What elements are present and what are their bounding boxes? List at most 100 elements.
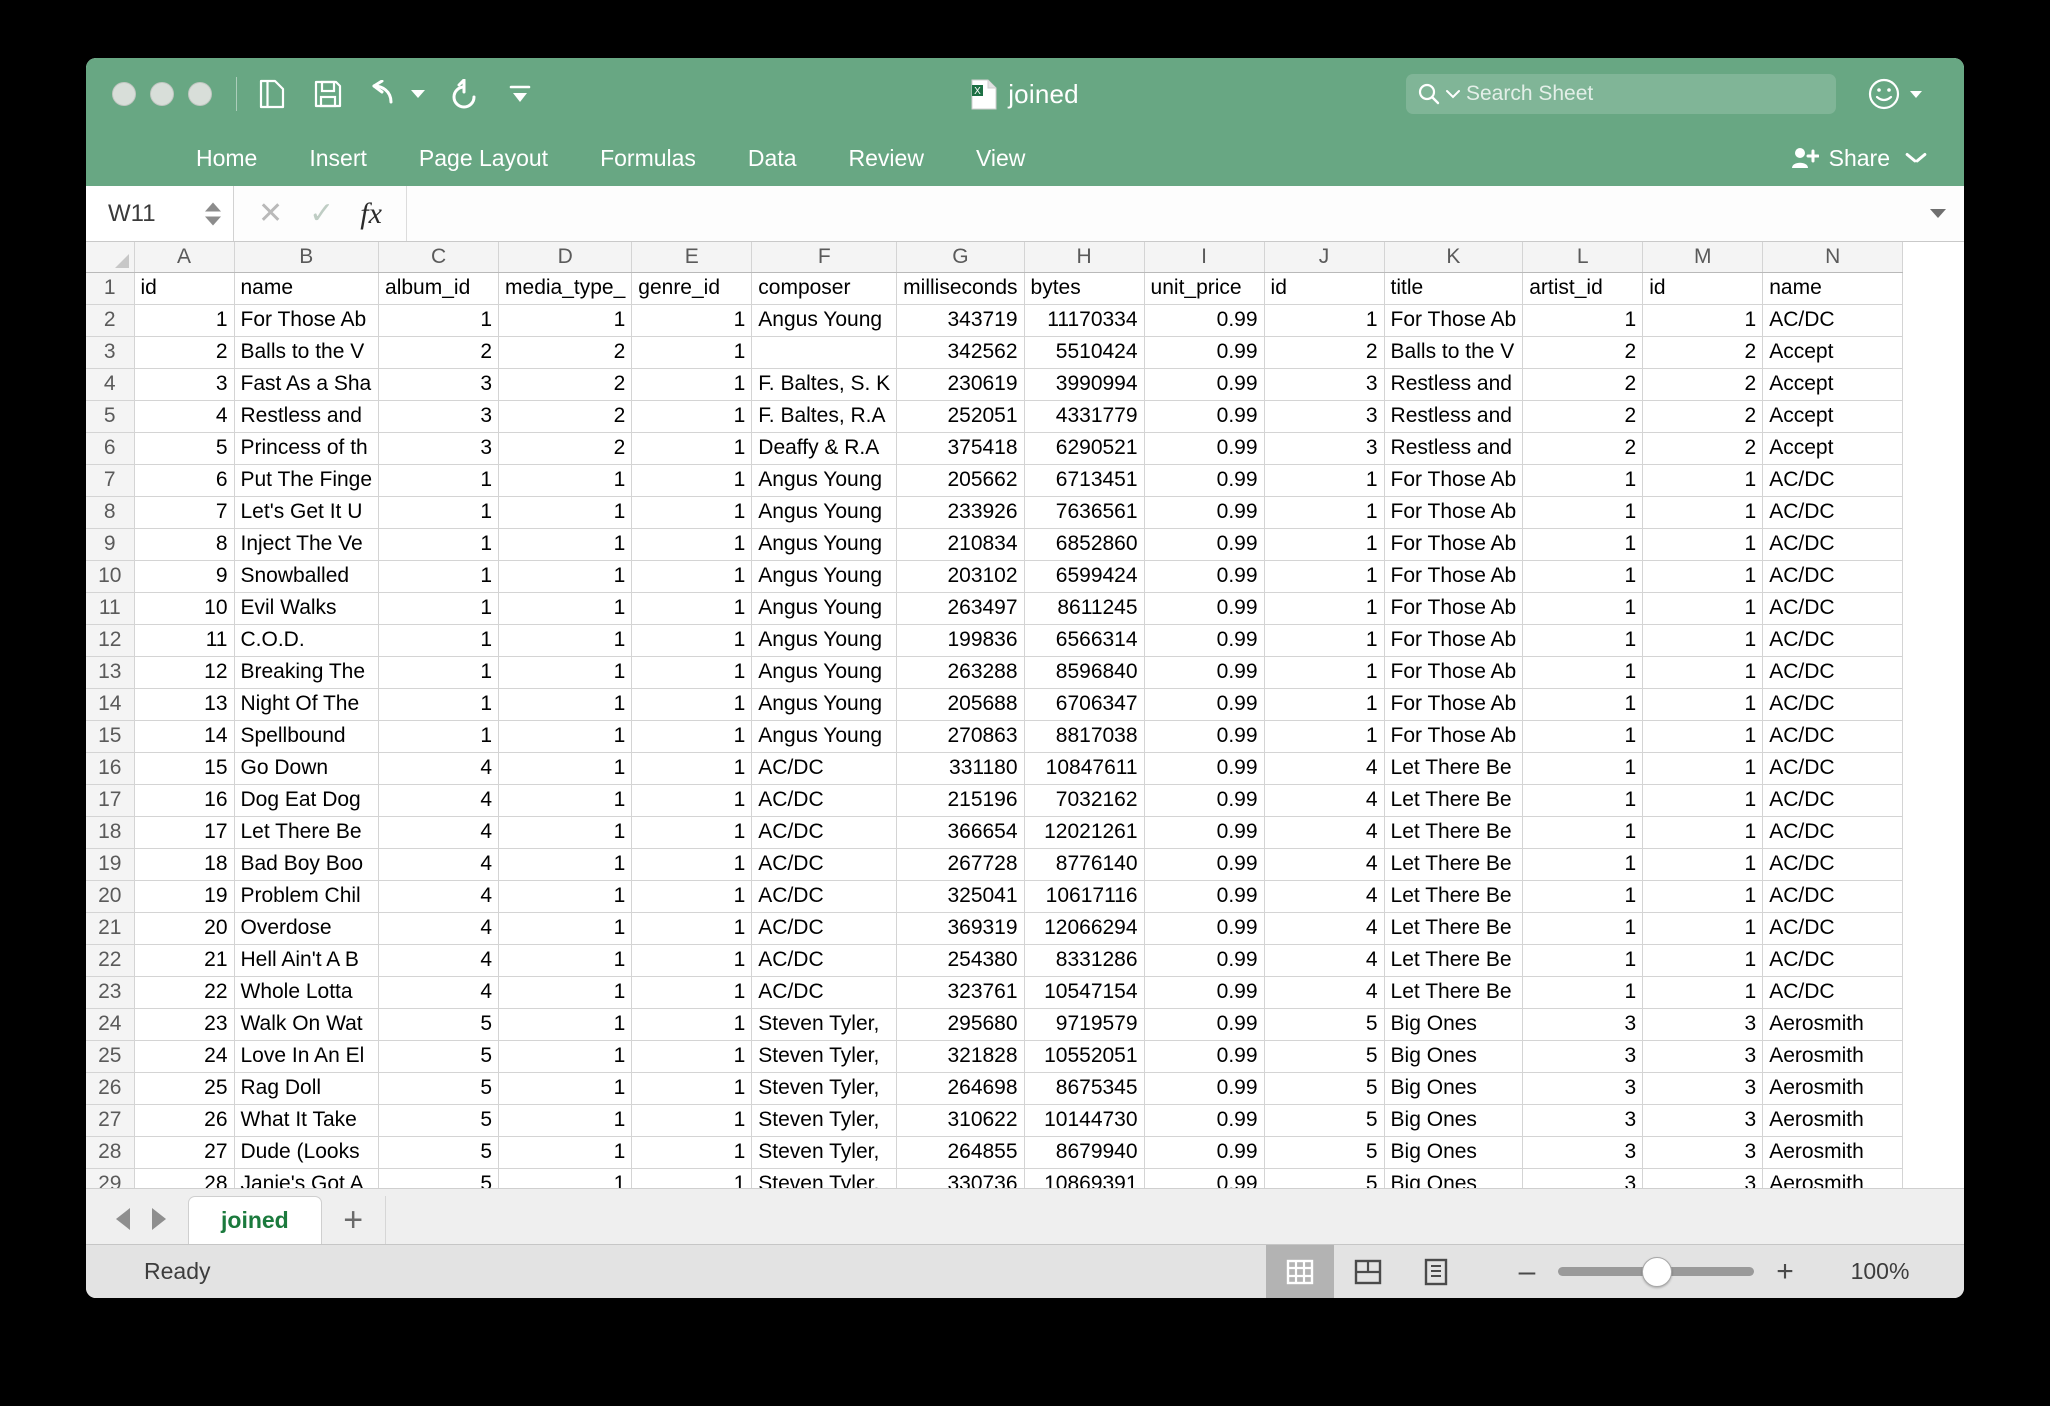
cell-E29[interactable]: 1 [631,1168,753,1188]
cell-G14[interactable]: 205688 [896,688,1025,721]
cell-F22[interactable]: AC/DC [751,944,898,977]
table-row[interactable]: 22 21 Hell Ain't A B 4 1 1 AC/DC 254380 8331286 0… [86,944,1904,977]
cell-J25[interactable]: 5 [1264,1040,1385,1073]
cell-I24[interactable]: 0.99 [1144,1008,1265,1041]
cell-D4[interactable]: 2 [498,368,633,401]
normal-view-button[interactable] [1266,1245,1334,1298]
cell-I23[interactable]: 0.99 [1144,976,1265,1009]
cell-C18[interactable]: 4 [378,816,500,849]
row-header-13[interactable]: 13 [86,656,135,689]
cell-F5[interactable]: F. Baltes, R.A [751,400,898,433]
cell-N10[interactable]: AC/DC [1762,560,1904,593]
cell-N29[interactable]: Aerosmith [1762,1168,1904,1188]
cell-K7[interactable]: For Those Ab [1384,464,1524,497]
cell-B21[interactable]: Overdose [234,912,380,945]
row-header-18[interactable]: 18 [86,816,135,849]
cell-E24[interactable]: 1 [631,1008,753,1041]
tab-view[interactable]: View [975,144,1026,171]
cell-J24[interactable]: 5 [1264,1008,1385,1041]
row-header-12[interactable]: 12 [86,624,135,657]
cell-L5[interactable]: 2 [1522,400,1644,433]
cell-G5[interactable]: 252051 [896,400,1025,433]
cell-M29[interactable]: 3 [1642,1168,1764,1188]
cell-H12[interactable]: 6566314 [1024,624,1145,657]
cell-I26[interactable]: 0.99 [1144,1072,1265,1105]
row-header-8[interactable]: 8 [86,496,135,529]
cell-G4[interactable]: 230619 [896,368,1025,401]
cell-G12[interactable]: 199836 [896,624,1025,657]
cell-I5[interactable]: 0.99 [1144,400,1265,433]
cell-C28[interactable]: 5 [378,1136,500,1169]
account-caret-icon[interactable] [1910,90,1922,98]
cell-H24[interactable]: 9719579 [1024,1008,1145,1041]
cell-C14[interactable]: 1 [378,688,500,721]
row-header-5[interactable]: 5 [86,400,135,433]
cell-A14[interactable]: 13 [134,688,235,721]
cell-C24[interactable]: 5 [378,1008,500,1041]
cell-G27[interactable]: 310622 [896,1104,1025,1137]
tab-page-layout[interactable]: Page Layout [418,144,549,171]
table-row[interactable]: 23 22 Whole Lotta 4 1 1 AC/DC 323761 10547154 0.9… [86,976,1904,1009]
cell-B9[interactable]: Inject The Ve [234,528,380,561]
cell-M14[interactable]: 1 [1642,688,1764,721]
cell-D8[interactable]: 1 [498,496,633,529]
cell-M13[interactable]: 1 [1642,656,1764,689]
column-header-A[interactable]: A [134,242,235,273]
cell-F28[interactable]: Steven Tyler, [751,1136,898,1169]
cell-A6[interactable]: 5 [134,432,235,465]
cell-N14[interactable]: AC/DC [1762,688,1904,721]
cell-M25[interactable]: 3 [1642,1040,1764,1073]
row-header-25[interactable]: 25 [86,1040,135,1073]
cell-C11[interactable]: 1 [378,592,500,625]
cell-D19[interactable]: 1 [498,848,633,881]
cell-J23[interactable]: 4 [1264,976,1385,1009]
cell-K29[interactable]: Big Ones [1384,1168,1524,1188]
cell-G22[interactable]: 254380 [896,944,1025,977]
row-header-3[interactable]: 3 [86,336,135,369]
cell-C6[interactable]: 3 [378,432,500,465]
cell-E2[interactable]: 1 [631,304,753,337]
column-header-H[interactable]: H [1024,242,1145,273]
cell-K20[interactable]: Let There Be [1384,880,1524,913]
cell-D27[interactable]: 1 [498,1104,633,1137]
cell-I25[interactable]: 0.99 [1144,1040,1265,1073]
table-row[interactable]: 25 24 Love In An El 5 1 1 Steven Tyler, 321828 1… [86,1040,1904,1073]
cell-G25[interactable]: 321828 [896,1040,1025,1073]
cell-M27[interactable]: 3 [1642,1104,1764,1137]
row-header-2[interactable]: 2 [86,304,135,337]
tab-insert[interactable]: Insert [309,144,367,171]
row-header-16[interactable]: 16 [86,752,135,785]
cell-G24[interactable]: 295680 [896,1008,1025,1041]
cell-J15[interactable]: 1 [1264,720,1385,753]
cell-G11[interactable]: 263497 [896,592,1025,625]
cell-N18[interactable]: AC/DC [1762,816,1904,849]
cell-M26[interactable]: 3 [1642,1072,1764,1105]
row-header-7[interactable]: 7 [86,464,135,497]
cell-H23[interactable]: 10547154 [1024,976,1145,1009]
cell-A5[interactable]: 4 [134,400,235,433]
name-box-spinner[interactable] [205,202,221,225]
cell-B15[interactable]: Spellbound [234,720,380,753]
cell-N12[interactable]: AC/DC [1762,624,1904,657]
cell-C9[interactable]: 1 [378,528,500,561]
cell-D11[interactable]: 1 [498,592,633,625]
cell-H7[interactable]: 6713451 [1024,464,1145,497]
row-header-22[interactable]: 22 [86,944,135,977]
cell-D5[interactable]: 2 [498,400,633,433]
cell-H22[interactable]: 8331286 [1024,944,1145,977]
cell-E19[interactable]: 1 [631,848,753,881]
cell-J14[interactable]: 1 [1264,688,1385,721]
table-row[interactable]: 19 18 Bad Boy Boo 4 1 1 AC/DC 267728 8776140 0.99… [86,848,1904,881]
table-row[interactable]: 4 3 Fast As a Sha 3 2 1 F. Baltes, S. K 230619 3… [86,368,1904,401]
cell-N19[interactable]: AC/DC [1762,848,1904,881]
cell-B7[interactable]: Put The Finge [234,464,380,497]
cell-C4[interactable]: 3 [378,368,500,401]
cell-H27[interactable]: 10144730 [1024,1104,1145,1137]
cell-H6[interactable]: 6290521 [1024,432,1145,465]
cell-D22[interactable]: 1 [498,944,633,977]
cell-G19[interactable]: 267728 [896,848,1025,881]
cell-G28[interactable]: 264855 [896,1136,1025,1169]
cell-G21[interactable]: 369319 [896,912,1025,945]
cell-E25[interactable]: 1 [631,1040,753,1073]
cell-J19[interactable]: 4 [1264,848,1385,881]
